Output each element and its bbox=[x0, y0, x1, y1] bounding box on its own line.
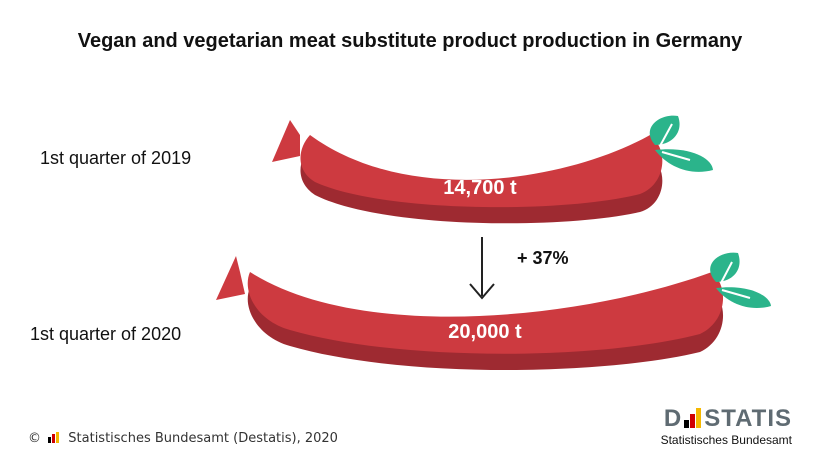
chart-title: Vegan and vegetarian meat substitute pro… bbox=[77, 30, 743, 52]
leaf-icon bbox=[649, 115, 713, 172]
sausage-bar-2020: 20,000 t bbox=[216, 252, 771, 371]
source-note: © Statistisches Bundesamt (Destatis), 20… bbox=[28, 431, 338, 446]
copyright-symbol: © bbox=[28, 431, 41, 446]
destatis-bars-icon bbox=[683, 408, 703, 428]
destatis-flag-icon bbox=[48, 432, 61, 443]
value-label-2019: 14,700 t bbox=[443, 177, 517, 199]
logo-word-left: D bbox=[663, 405, 683, 432]
category-label-2019: 1st quarter of 2019 bbox=[40, 148, 192, 168]
sausage-bar-2019: 14,700 t bbox=[272, 115, 713, 224]
down-arrow-icon bbox=[469, 237, 495, 300]
value-label-2020: 20,000 t bbox=[448, 321, 522, 343]
category-label-2020: 1st quarter of 2020 bbox=[30, 324, 182, 344]
source-text: Statistisches Bundesamt (Destatis), 2020 bbox=[68, 431, 338, 446]
change-label: + 37% bbox=[517, 248, 569, 268]
logo-word-right: STATIS bbox=[704, 405, 792, 432]
destatis-logo: D STATIS Statistisches Bundesamt bbox=[660, 405, 792, 448]
leaf-icon bbox=[710, 252, 771, 308]
logo-subtitle: Statistisches Bundesamt bbox=[660, 433, 792, 447]
